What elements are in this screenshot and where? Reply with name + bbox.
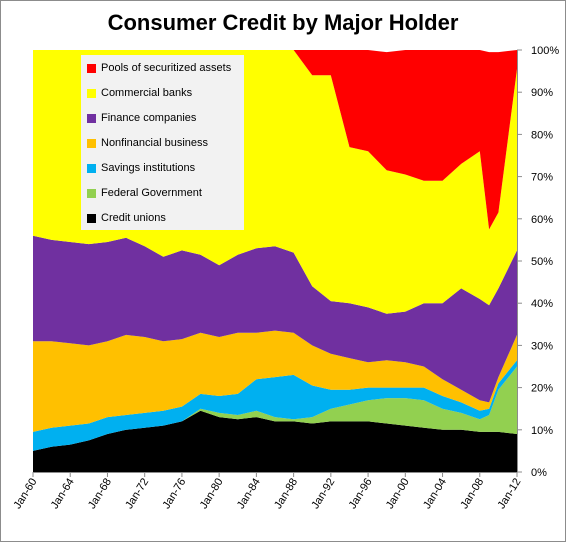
- x-tick-label: Jan-84: [235, 476, 263, 511]
- chart-title: Consumer Credit by Major Holder: [107, 10, 459, 35]
- x-tick-label: Jan-12: [496, 476, 524, 511]
- legend-swatch: [87, 188, 96, 198]
- legend-item: Savings institutions: [87, 161, 195, 175]
- legend-label: Finance companies: [101, 112, 197, 124]
- legend-item: Commercial banks: [87, 86, 192, 100]
- x-tick-label: Jan-68: [86, 476, 114, 511]
- y-tick-label: 100%: [531, 45, 559, 57]
- area-credit-unions: [33, 410, 517, 472]
- x-tick-label: Jan-08: [458, 476, 486, 511]
- x-tick-label: Jan-96: [347, 476, 375, 511]
- legend-label: Federal Government: [101, 187, 202, 199]
- legend-label: Savings institutions: [101, 162, 196, 174]
- legend-label: Nonfinancial business: [101, 137, 209, 149]
- legend-item: Federal Government: [87, 186, 202, 200]
- legend: Pools of securitized assets Commercial ba…: [81, 55, 244, 230]
- legend-label: Credit unions: [101, 212, 166, 224]
- y-axis: 0% 10% 20% 30% 40% 50% 60% 70% 80% 90% 100%: [517, 45, 559, 479]
- legend-item: Pools of securitized assets: [87, 61, 231, 75]
- area-nonfinancial-business: [33, 330, 517, 432]
- y-tick-label: 60%: [531, 214, 553, 226]
- x-tick-label: Jan-88: [272, 476, 300, 511]
- y-tick-label: 70%: [531, 172, 553, 184]
- area-finance-companies: [33, 235, 517, 403]
- y-tick-label: 10%: [531, 425, 553, 437]
- legend-swatch: [87, 113, 96, 123]
- x-tick-label: Jan-00: [384, 476, 412, 511]
- x-tick-label: Jan-64: [49, 476, 77, 511]
- x-axis: Jan-60 Jan-64 Jan-68 Jan-72 Jan-76 Jan-80 Jan-…: [12, 472, 524, 511]
- legend-swatch: [87, 88, 96, 98]
- x-tick-label: Jan-80: [198, 476, 226, 511]
- legend-label: Pools of securitized assets: [101, 62, 232, 74]
- legend-item: Credit unions: [87, 211, 166, 225]
- x-tick-label: Jan-60: [12, 476, 40, 511]
- x-tick-label: Jan-76: [160, 476, 188, 511]
- legend-swatch: [87, 63, 96, 73]
- legend-item: Finance companies: [87, 111, 196, 125]
- y-tick-label: 80%: [531, 129, 553, 141]
- area-federal-government: [33, 366, 517, 451]
- y-tick-label: 30%: [531, 340, 553, 352]
- y-tick-label: 40%: [531, 298, 553, 310]
- legend-item: Nonfinancial business: [87, 136, 208, 150]
- x-tick-label: Jan-72: [123, 476, 151, 511]
- x-tick-label: Jan-04: [421, 476, 449, 511]
- legend-swatch: [87, 213, 96, 223]
- legend-label: Commercial banks: [101, 87, 193, 99]
- y-tick-label: 0%: [531, 467, 547, 479]
- legend-swatch: [87, 138, 96, 148]
- y-tick-label: 50%: [531, 256, 553, 268]
- area-savings-institutions: [33, 360, 517, 451]
- x-tick-label: Jan-92: [309, 476, 337, 511]
- y-tick-label: 20%: [531, 383, 553, 395]
- y-tick-label: 90%: [531, 87, 553, 99]
- legend-swatch: [87, 163, 96, 173]
- area-pools-of-securitized-assets: [33, 50, 517, 230]
